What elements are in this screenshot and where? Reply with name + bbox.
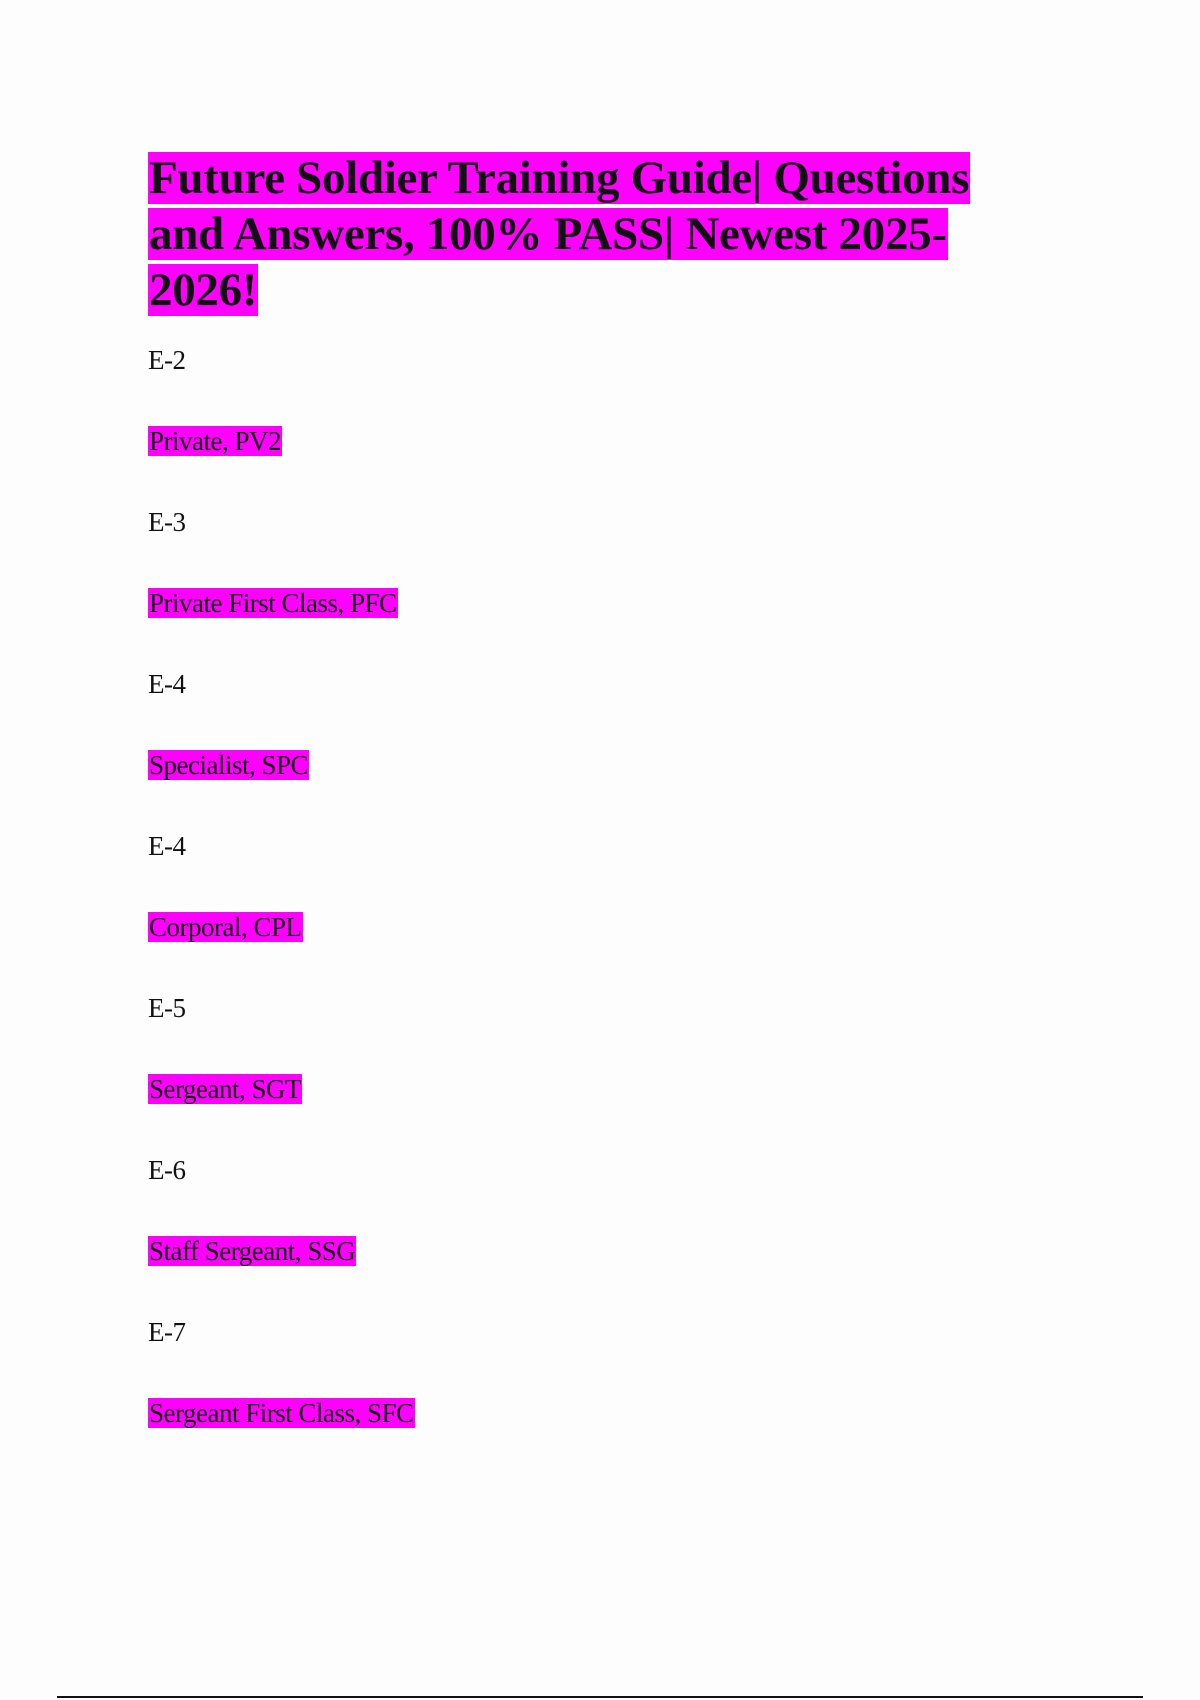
question-term: E-5 xyxy=(148,991,186,1025)
answer-term: Sergeant, SGT xyxy=(148,1072,302,1106)
document-title: Future Soldier Training Guide| Questions… xyxy=(148,150,1028,318)
answer-text: Private, PV2 xyxy=(148,426,282,456)
answer-text: Sergeant, SGT xyxy=(148,1074,302,1104)
answer-text: Staff Sergeant, SSG xyxy=(148,1236,357,1266)
answer-term: Specialist, SPC xyxy=(148,748,310,782)
question-term: E-7 xyxy=(148,1315,186,1349)
answer-term: Corporal, CPL xyxy=(148,910,303,944)
answer-term: Staff Sergeant, SSG xyxy=(148,1234,357,1268)
document-title-text: Future Soldier Training Guide| Questions… xyxy=(148,152,971,316)
question-text: E-4 xyxy=(148,831,186,861)
question-text: E-6 xyxy=(148,1155,186,1185)
question-text: E-5 xyxy=(148,993,186,1023)
question-term: E-2 xyxy=(148,343,186,377)
answer-term: Private, PV2 xyxy=(148,424,282,458)
question-text: E-7 xyxy=(148,1317,186,1347)
footer-divider xyxy=(57,1696,1143,1698)
answer-term: Sergeant First Class, SFC xyxy=(148,1396,415,1430)
question-text: E-3 xyxy=(148,507,186,537)
question-text: E-2 xyxy=(148,345,186,375)
question-term: E-4 xyxy=(148,667,186,701)
question-text: E-4 xyxy=(148,669,186,699)
question-term: E-6 xyxy=(148,1153,186,1187)
answer-text: Corporal, CPL xyxy=(148,912,303,942)
answer-text: Private First Class, PFC xyxy=(148,588,398,618)
answer-text: Sergeant First Class, SFC xyxy=(148,1398,415,1428)
question-term: E-4 xyxy=(148,829,186,863)
question-term: E-3 xyxy=(148,505,186,539)
answer-text: Specialist, SPC xyxy=(148,750,310,780)
answer-term: Private First Class, PFC xyxy=(148,586,398,620)
